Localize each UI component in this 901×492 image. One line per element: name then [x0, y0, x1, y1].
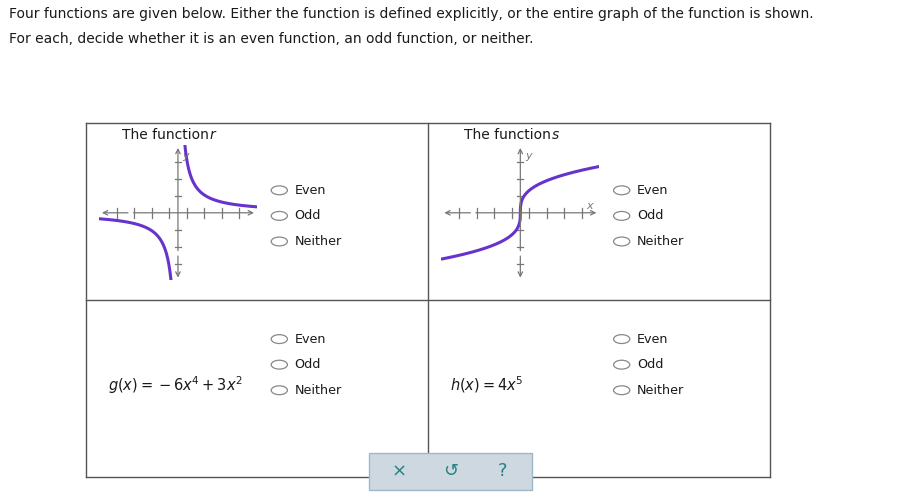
Text: Odd: Odd — [295, 358, 321, 371]
Text: Neither: Neither — [295, 384, 341, 397]
Text: y: y — [183, 151, 189, 160]
Text: Four functions are given below. Either the function is defined explicitly, or th: Four functions are given below. Either t… — [9, 7, 814, 21]
Text: Neither: Neither — [637, 384, 684, 397]
Text: Odd: Odd — [637, 210, 663, 222]
Text: r: r — [210, 128, 215, 142]
Text: $h\left(x\right) = 4x^{5}$: $h\left(x\right) = 4x^{5}$ — [450, 375, 524, 396]
Text: For each, decide whether it is an even function, an odd function, or neither.: For each, decide whether it is an even f… — [9, 32, 533, 46]
Text: The function: The function — [464, 128, 555, 142]
Text: ×: × — [391, 462, 406, 480]
Text: Even: Even — [637, 184, 669, 197]
Text: Odd: Odd — [295, 210, 321, 222]
Text: Neither: Neither — [295, 235, 341, 248]
Text: y: y — [525, 151, 532, 160]
Text: s: s — [552, 128, 560, 142]
Text: x: x — [587, 201, 593, 212]
Text: The function: The function — [122, 128, 213, 142]
Text: Neither: Neither — [637, 235, 684, 248]
Text: ↺: ↺ — [443, 462, 458, 480]
Text: Even: Even — [295, 333, 326, 345]
Text: Even: Even — [637, 333, 669, 345]
Text: Odd: Odd — [637, 358, 663, 371]
Text: ?: ? — [497, 462, 507, 480]
Text: Even: Even — [295, 184, 326, 197]
Text: $g\left(x\right) = -6x^{4} + 3x^{2}$: $g\left(x\right) = -6x^{4} + 3x^{2}$ — [108, 374, 243, 396]
